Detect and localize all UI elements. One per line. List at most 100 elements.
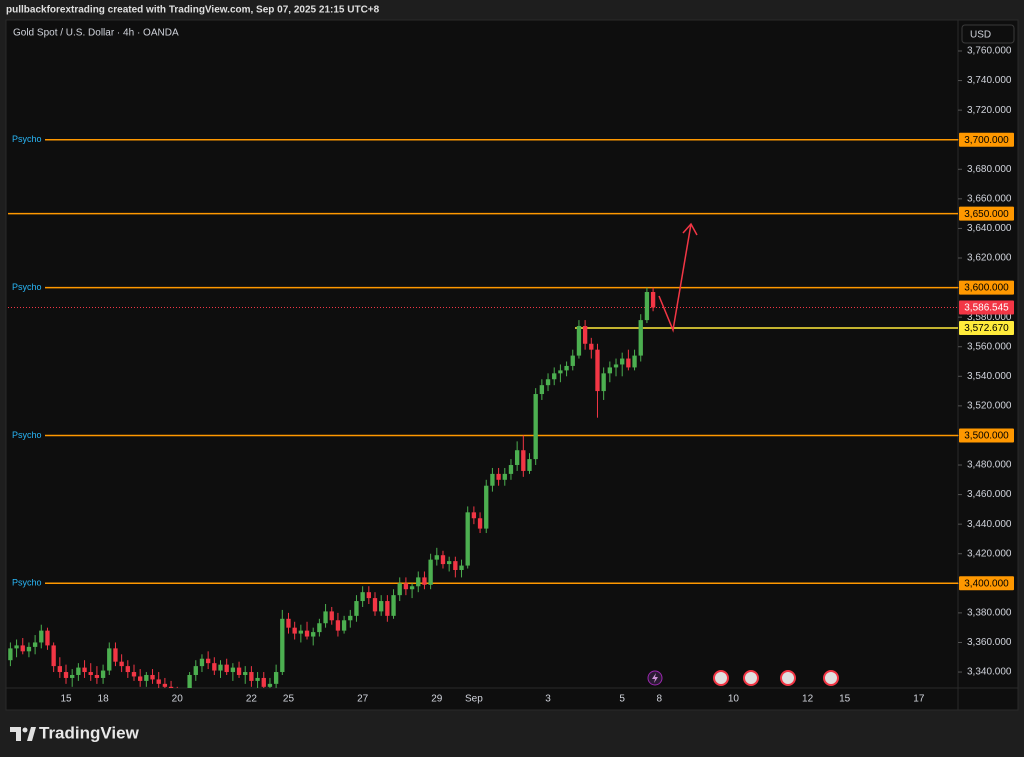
candle-body (508, 465, 514, 474)
candle-body (224, 664, 229, 673)
candle-body (14, 645, 19, 649)
candle-body (385, 601, 390, 616)
y-tick-label: 3,420.000 (967, 548, 1012, 559)
candle-body (150, 674, 155, 680)
y-tick-label: 3,340.000 (967, 667, 1012, 678)
candle-body (45, 630, 50, 646)
candle-body (119, 661, 124, 667)
candle-body (595, 349, 600, 392)
candle-body (582, 326, 588, 344)
candle-body (162, 683, 168, 687)
candle-body (82, 667, 87, 673)
y-tick-label: 3,660.000 (967, 193, 1012, 204)
candle-body (632, 355, 637, 368)
candle-body (379, 601, 384, 612)
candle-body (440, 555, 446, 565)
candle-body (533, 394, 538, 460)
candle-body (620, 358, 625, 365)
x-tick-label: 10 (728, 694, 740, 705)
candle-body (267, 683, 273, 687)
logo-mark (10, 727, 21, 741)
candle-body (199, 658, 205, 667)
candle-body (335, 620, 341, 631)
level-name: Psycho (12, 282, 42, 292)
candle-body (564, 365, 569, 371)
candle-body (650, 292, 656, 308)
candle-body (100, 670, 106, 678)
candle-body (372, 598, 378, 612)
candle-body (51, 645, 56, 667)
x-tick-label: 15 (839, 694, 851, 705)
currency: USD (970, 30, 991, 41)
x-tick-label: 27 (357, 694, 369, 705)
candle-body (329, 611, 334, 621)
price-tag (959, 132, 1014, 147)
candle-body (168, 686, 174, 688)
candle-body (88, 672, 93, 675)
candle-body (576, 326, 582, 356)
overlay: 3,340.000 3,360.000 3,380.000 3,400.000 3,42… (12, 46, 1014, 705)
price-tag-label: 3,700.000 (964, 135, 1009, 146)
candle-body (360, 592, 365, 602)
event-icon[interactable] (823, 670, 839, 686)
level-name: Psycho (12, 134, 42, 144)
candle-body (484, 485, 489, 529)
candle-body (403, 583, 409, 590)
price-tag-label: 3,650.000 (964, 209, 1009, 220)
x-tick-label: Sep (465, 694, 483, 705)
candle-body (558, 370, 563, 374)
y-tick-label: 3,760.000 (967, 46, 1012, 57)
candle-body (125, 666, 130, 673)
candle-body (311, 632, 316, 637)
candle-body (465, 512, 470, 566)
y-tick-label: 3,440.000 (967, 519, 1012, 530)
candle-body (205, 658, 211, 664)
projection-arrow (658, 223, 692, 333)
arrow-head (682, 222, 698, 236)
candle-body (32, 642, 38, 647)
candle-body (286, 618, 291, 628)
level-name: Psycho (12, 430, 42, 440)
currency-button[interactable] (961, 24, 1015, 44)
candle-body (570, 355, 575, 366)
candle-body (626, 358, 631, 368)
candle-body (589, 343, 594, 350)
candle-body (273, 672, 279, 684)
logo (10, 727, 36, 741)
candle-body (187, 674, 192, 688)
candle-body (354, 601, 359, 616)
candle-body (613, 364, 619, 368)
plot (8, 138, 958, 688)
brand: TradingView (39, 723, 140, 742)
candle-body (113, 648, 118, 662)
chart-panel (5, 19, 1019, 711)
candle-body (298, 630, 304, 634)
candle-body (70, 674, 75, 678)
candle-body (292, 627, 297, 634)
price-tag-label: 3,572.670 (964, 323, 1009, 334)
candle-body (496, 473, 501, 480)
candle-body (471, 512, 477, 519)
candle-body (144, 674, 149, 681)
candle-body (26, 646, 32, 652)
price-tag-label: 3,586.545 (964, 303, 1009, 314)
symbol-title: Gold Spot / U.S. Dollar · 4h · OANDA (13, 28, 179, 39)
x-tick-label: 8 (656, 694, 662, 705)
candle-body (280, 618, 285, 673)
y-tick-label: 3,460.000 (967, 489, 1012, 500)
y-tick-label: 3,380.000 (967, 608, 1012, 619)
event-icon[interactable] (743, 670, 759, 686)
candle-body (607, 367, 613, 374)
event-icon[interactable] (780, 670, 796, 686)
x-tick-label: 29 (431, 694, 443, 705)
candle-body (20, 645, 25, 652)
candle-body (428, 559, 433, 585)
candle-body (193, 666, 198, 675)
y-tick-label: 3,360.000 (967, 637, 1012, 648)
candle-body (459, 565, 464, 571)
x-tick-label: 12 (802, 694, 814, 705)
event-icon[interactable] (713, 670, 729, 686)
price-tag (959, 428, 1014, 443)
candle-body (57, 666, 62, 673)
candle-body (261, 677, 266, 687)
